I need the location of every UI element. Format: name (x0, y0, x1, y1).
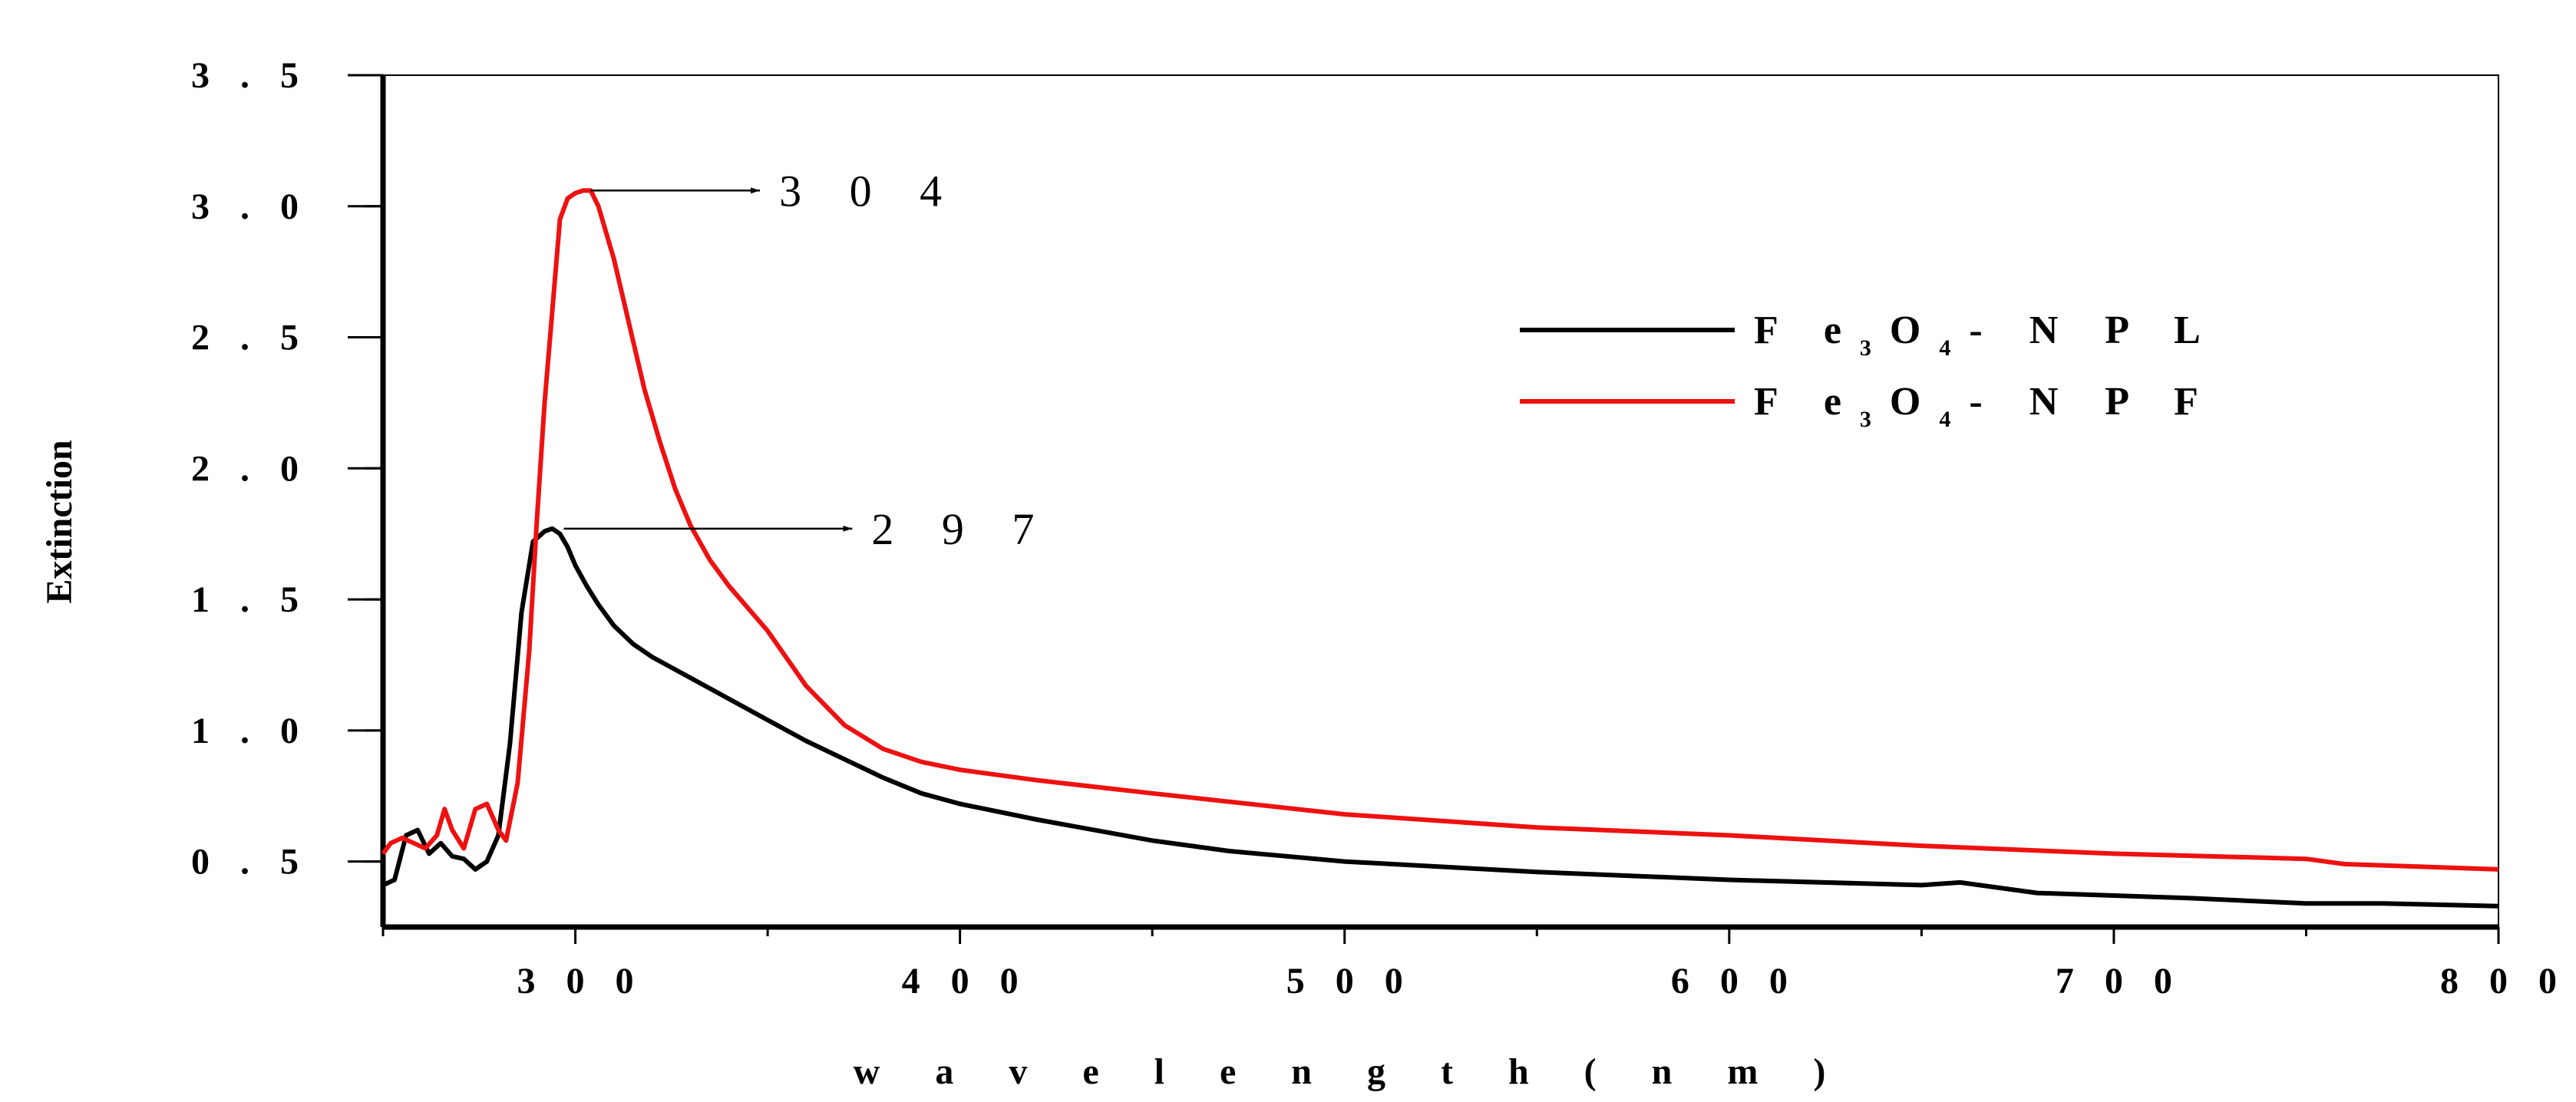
legend-npl-part-o: O (1890, 308, 1939, 352)
y-tick-label: 3 . 5 (191, 55, 309, 96)
x-tick-label: 4 0 0 (902, 961, 1029, 1001)
legend-label-npf: F e3O4- N P F (1754, 380, 2217, 432)
plot-frame (382, 74, 2499, 928)
peak-annotations: 3 0 4 2 9 7 (563, 166, 1052, 554)
peak-label-297: 2 9 7 (871, 504, 1052, 554)
legend-npl-part-npl: - N P L (1969, 308, 2218, 352)
legend-npf-part-npf: - N P F (1969, 380, 2217, 424)
legend-npl-sub-4: 4 (1939, 335, 1969, 361)
legend-label-npl: F e3O4- N P L (1754, 308, 2219, 361)
legend-npf-part-fe: F e (1754, 380, 1860, 424)
series-line-npl (381, 526, 2499, 909)
y-tick-label: 2 . 0 (191, 448, 309, 489)
x-tick-label: 3 0 0 (517, 961, 645, 1001)
legend-npl-part-fe: F e (1754, 308, 1860, 352)
x-tick-label: 8 0 0 (2440, 961, 2568, 1001)
series-lines (381, 188, 2499, 909)
peak-label-304: 3 0 4 (779, 166, 960, 216)
legend-npf-part-o: O (1890, 380, 1939, 424)
y-axis-ticks: 0 . 5 1 . 0 1 . 5 2 . 0 2 . 5 3 . 0 3 . 5 (191, 55, 383, 883)
x-tick-label: 5 0 0 (1286, 961, 1414, 1001)
series-line-npf (381, 188, 2499, 872)
x-axis-ticks: 3 0 0 4 0 0 5 0 0 6 0 0 7 0 0 8 0 0 (381, 927, 2568, 1001)
y-tick-label: 2 . 5 (191, 318, 309, 358)
legend: F e3O4- N P L F e3O4- N P F (1520, 308, 2219, 432)
y-axis-title: Extinction (39, 440, 80, 603)
legend-npf-sub-3: 3 (1860, 407, 1890, 432)
x-tick-label: 7 0 0 (2056, 961, 2183, 1001)
y-tick-label: 1 . 5 (191, 579, 309, 620)
y-tick-label: 0 . 5 (191, 842, 309, 883)
x-axis-title: w a v e l e n g t h ( n m ) (854, 1051, 1849, 1092)
y-tick-label: 3 . 0 (191, 186, 309, 227)
legend-npf-sub-4: 4 (1939, 407, 1969, 432)
x-tick-label: 6 0 0 (1671, 961, 1798, 1001)
legend-npl-sub-3: 3 (1860, 335, 1890, 361)
y-tick-label: 1 . 0 (191, 711, 309, 751)
